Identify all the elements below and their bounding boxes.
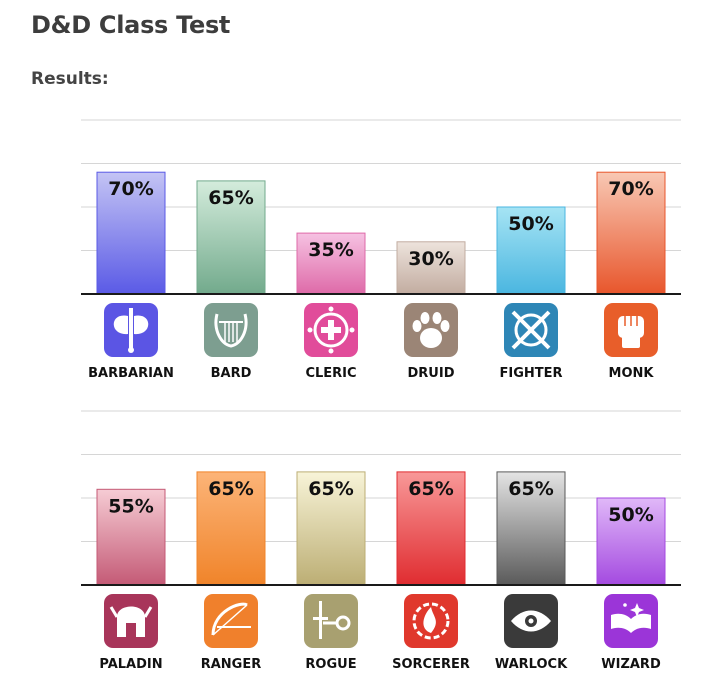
- category-label-barbarian: BARBARIAN: [88, 366, 174, 381]
- bar-cleric: [296, 232, 366, 295]
- lyre-icon: [204, 303, 258, 357]
- bar-value-label: 65%: [208, 187, 253, 209]
- category-label-fighter: FIGHTER: [499, 366, 562, 381]
- category-label-monk: MONK: [609, 366, 655, 381]
- holy-cross-icon: [304, 303, 358, 357]
- page-title: D&D Class Test: [31, 11, 231, 39]
- fist-icon: [604, 303, 658, 357]
- category-label-bard: BARD: [211, 366, 252, 381]
- crossed-swords-icon: [504, 303, 558, 357]
- bar-druid: [396, 241, 466, 295]
- paw-icon: [404, 303, 458, 357]
- bar-bard: [196, 180, 266, 295]
- bar-barbarian: [96, 171, 166, 295]
- gridlines: [81, 119, 681, 251]
- bar-fighter: [496, 206, 566, 295]
- bar-monk: [596, 171, 666, 295]
- bar-value-label: 70%: [608, 178, 653, 200]
- results-heading: Results:: [31, 69, 109, 89]
- bar-value-label: 50%: [508, 213, 553, 235]
- bar-value-label: 70%: [108, 178, 153, 200]
- category-label-druid: DRUID: [408, 366, 455, 381]
- bar-value-label: 35%: [308, 239, 353, 261]
- bar-value-label: 30%: [408, 248, 453, 270]
- category-label-cleric: CLERIC: [305, 366, 356, 381]
- battle-axe-icon: [104, 303, 158, 357]
